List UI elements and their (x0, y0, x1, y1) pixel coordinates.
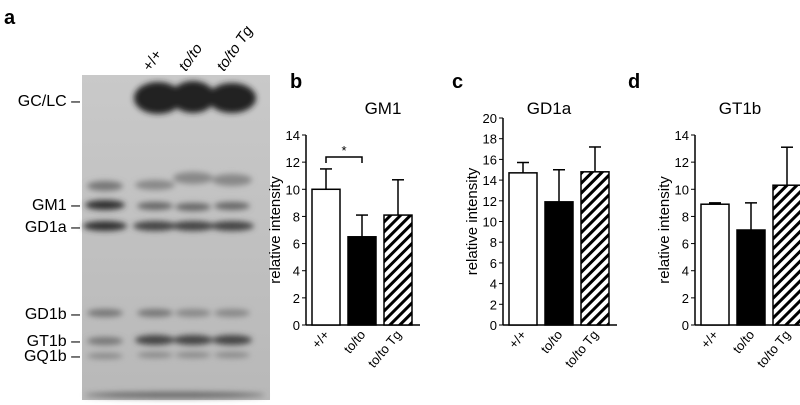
bar (508, 172, 538, 326)
y-tick-label: 12 (286, 155, 300, 170)
bar (347, 236, 377, 326)
bar (772, 184, 800, 326)
bar (544, 201, 574, 326)
panel-label: d (628, 71, 640, 93)
y-axis-label: relative intensity (464, 167, 481, 275)
lane-label: +/+ (139, 47, 166, 75)
bar (700, 203, 730, 326)
panel-label: b (290, 71, 302, 93)
y-tick-label: 2 (490, 297, 497, 312)
x-tick-label: to/to (730, 327, 758, 356)
y-tick-label: 2 (682, 291, 689, 306)
bar (580, 171, 610, 326)
x-tick-label: +/+ (698, 327, 722, 351)
y-axis-label: relative intensity (656, 176, 673, 284)
band-label: GD1a – (25, 219, 80, 236)
significance-bracket (325, 156, 363, 163)
y-tick-label: 6 (293, 237, 300, 252)
y-tick-label: 14 (675, 128, 689, 143)
x-tick-label: to/to (538, 327, 566, 356)
y-tick-label: 20 (483, 111, 497, 126)
y-tick-label: 0 (490, 318, 497, 333)
y-tick-label: 12 (675, 155, 689, 170)
panel-label: c (452, 71, 463, 93)
x-tick-label: to/to Tg (562, 327, 602, 370)
bar (383, 214, 413, 326)
y-tick-label: 10 (286, 182, 300, 197)
y-tick-label: 6 (682, 237, 689, 252)
x-tick-label: to/to Tg (365, 327, 405, 370)
y-tick-label: 8 (682, 209, 689, 224)
y-axis-label: relative intensity (267, 176, 284, 284)
y-tick-label: 0 (293, 318, 300, 333)
y-tick-label: 4 (682, 264, 689, 279)
lane-label: to/to (175, 41, 206, 75)
band-label: GC/LC – (18, 93, 80, 110)
y-tick-label: 14 (286, 128, 300, 143)
x-tick-label: +/+ (506, 327, 530, 351)
chart-title: GM1 (365, 99, 402, 118)
significance-label: * (341, 143, 346, 158)
y-tick-label: 8 (490, 235, 497, 250)
band-label: GD1b – (25, 306, 80, 323)
lane-label: to/to Tg (213, 22, 256, 74)
y-tick-label: 4 (293, 264, 300, 279)
gel-image (82, 75, 270, 400)
y-tick-label: 2 (293, 291, 300, 306)
x-tick-label: to/to Tg (754, 327, 794, 370)
panel-label: a (4, 7, 16, 29)
y-tick-label: 6 (490, 256, 497, 271)
y-tick-label: 10 (675, 182, 689, 197)
x-tick-label: +/+ (309, 327, 333, 351)
x-tick-label: to/to (341, 327, 369, 356)
y-tick-label: 12 (483, 194, 497, 209)
bar (311, 188, 341, 326)
bar (736, 229, 766, 326)
gel-panel: a (4, 7, 270, 400)
gel-bands (83, 81, 265, 398)
band-label: GT1b – (27, 333, 80, 350)
y-tick-label: 18 (483, 132, 497, 147)
y-tick-label: 16 (483, 152, 497, 167)
band-label: GM1 – (32, 197, 80, 214)
band-label: GQ1b – (24, 348, 80, 365)
y-tick-label: 0 (682, 318, 689, 333)
y-tick-label: 8 (293, 209, 300, 224)
chart-title: GT1b (719, 99, 762, 118)
y-tick-label: 10 (483, 215, 497, 230)
chart-title: GD1a (527, 99, 572, 118)
y-tick-label: 14 (483, 173, 497, 188)
y-tick-label: 4 (490, 277, 497, 292)
